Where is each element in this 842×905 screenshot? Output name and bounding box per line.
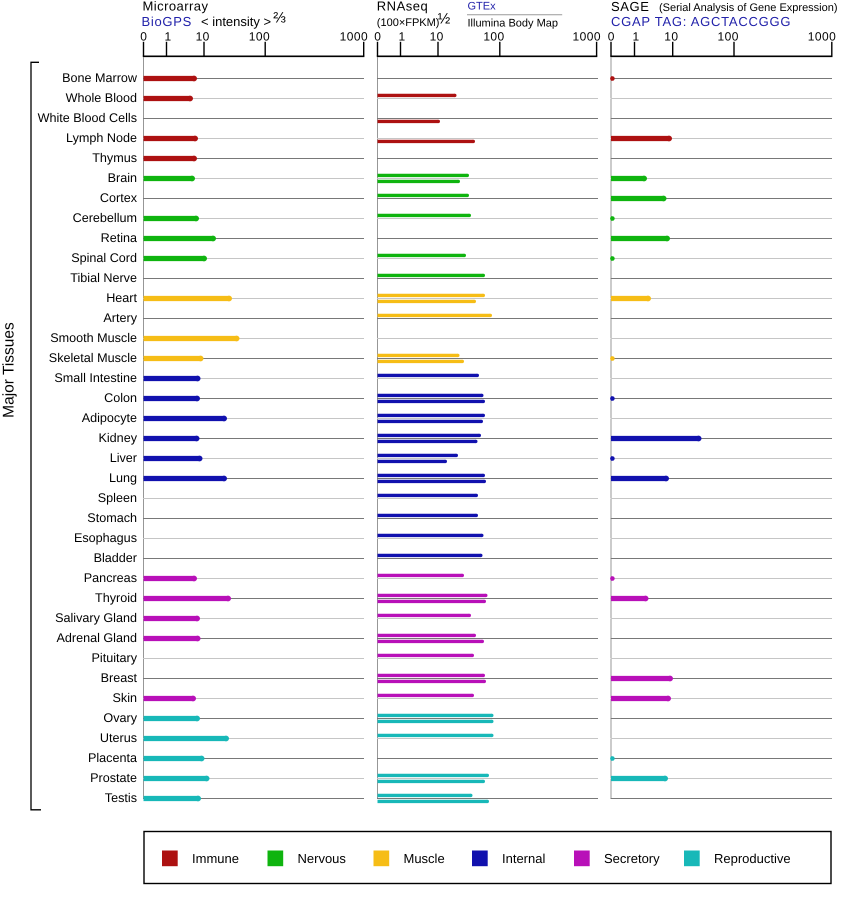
svg-text:(100×FPKM): (100×FPKM) xyxy=(377,17,440,29)
svg-text:GTEx: GTEx xyxy=(468,0,497,12)
svg-text:Liver: Liver xyxy=(110,451,137,465)
svg-text:Lymph Node: Lymph Node xyxy=(66,131,137,145)
svg-text:10: 10 xyxy=(430,29,444,43)
svg-text:1: 1 xyxy=(164,29,171,43)
svg-text:1000: 1000 xyxy=(808,29,837,43)
svg-text:Cerebellum: Cerebellum xyxy=(73,211,137,225)
svg-text:Adipocyte: Adipocyte xyxy=(82,411,137,425)
svg-text:Lung: Lung xyxy=(109,471,137,485)
svg-text:Spinal Cord: Spinal Cord xyxy=(71,251,137,265)
svg-text:White Blood Cells: White Blood Cells xyxy=(38,111,137,125)
svg-text:Brain: Brain xyxy=(108,171,137,185)
svg-text:Salivary Gland: Salivary Gland xyxy=(55,611,137,625)
svg-text:0: 0 xyxy=(140,29,147,43)
svg-text:½: ½ xyxy=(438,10,451,27)
svg-text:Thyroid: Thyroid xyxy=(95,591,137,605)
svg-text:Colon: Colon xyxy=(104,391,137,405)
svg-text:100: 100 xyxy=(249,29,270,43)
svg-text:Secretory: Secretory xyxy=(604,851,660,866)
svg-text:Prostate: Prostate xyxy=(90,771,137,785)
svg-text:10: 10 xyxy=(196,29,210,43)
svg-text:Kidney: Kidney xyxy=(98,431,137,445)
svg-text:Adrenal Gland: Adrenal Gland xyxy=(56,631,137,645)
svg-text:Testis: Testis xyxy=(105,791,137,805)
svg-text:CGAP TAG: AGCTACCGGG: CGAP TAG: AGCTACCGGG xyxy=(611,14,791,29)
svg-text:Breast: Breast xyxy=(101,671,138,685)
svg-text:Skin: Skin xyxy=(113,691,138,705)
svg-text:Immune: Immune xyxy=(192,851,239,866)
svg-text:Microarray: Microarray xyxy=(143,0,209,14)
svg-text:Whole Blood: Whole Blood xyxy=(66,91,137,105)
svg-text:1: 1 xyxy=(632,29,639,43)
svg-text:Reproductive: Reproductive xyxy=(714,851,791,866)
svg-text:10: 10 xyxy=(664,29,678,43)
svg-text:(Serial Analysis of Gene Expre: (Serial Analysis of Gene Expression) xyxy=(659,2,838,14)
svg-text:Stomach: Stomach xyxy=(87,511,137,525)
svg-text:Artery: Artery xyxy=(103,311,137,325)
svg-text:RNAseq: RNAseq xyxy=(377,0,428,14)
svg-text:Nervous: Nervous xyxy=(298,851,347,866)
svg-text:Bladder: Bladder xyxy=(94,551,137,565)
svg-text:Pancreas: Pancreas xyxy=(84,571,137,585)
svg-text:100: 100 xyxy=(718,29,739,43)
svg-text:1000: 1000 xyxy=(340,29,369,43)
svg-text:Ovary: Ovary xyxy=(103,711,137,725)
svg-text:Internal: Internal xyxy=(502,851,545,866)
svg-text:BioGPS: BioGPS xyxy=(142,14,192,29)
svg-text:Uterus: Uterus xyxy=(100,731,137,745)
svg-text:Small Intestine: Small Intestine xyxy=(54,371,137,385)
svg-text:Thymus: Thymus xyxy=(92,151,137,165)
svg-text:Bone Marrow: Bone Marrow xyxy=(62,71,138,85)
svg-text:Pituitary: Pituitary xyxy=(92,651,138,665)
svg-text:1: 1 xyxy=(398,29,405,43)
svg-text:SAGE: SAGE xyxy=(611,0,650,14)
svg-text:0: 0 xyxy=(608,29,615,43)
svg-text:Cortex: Cortex xyxy=(100,191,138,205)
svg-text:100: 100 xyxy=(483,29,504,43)
svg-text:Tibial Nerve: Tibial Nerve xyxy=(70,271,137,285)
svg-text:Illumina Body Map: Illumina Body Map xyxy=(468,17,559,29)
svg-text:Muscle: Muscle xyxy=(404,851,445,866)
svg-text:Skeletal Muscle: Skeletal Muscle xyxy=(49,351,137,365)
svg-text:Major Tissues: Major Tissues xyxy=(1,322,18,418)
svg-text:Placenta: Placenta xyxy=(88,751,137,765)
svg-text:0: 0 xyxy=(374,29,381,43)
svg-text:Smooth Muscle: Smooth Muscle xyxy=(50,331,137,345)
svg-text:Heart: Heart xyxy=(106,291,137,305)
svg-text:Esophagus: Esophagus xyxy=(74,531,137,545)
svg-text:Retina: Retina xyxy=(101,231,137,245)
svg-text:< intensity >: < intensity > xyxy=(201,14,271,29)
svg-text:⅔: ⅔ xyxy=(273,10,286,27)
svg-text:Spleen: Spleen xyxy=(98,491,137,505)
svg-text:1000: 1000 xyxy=(573,29,602,43)
